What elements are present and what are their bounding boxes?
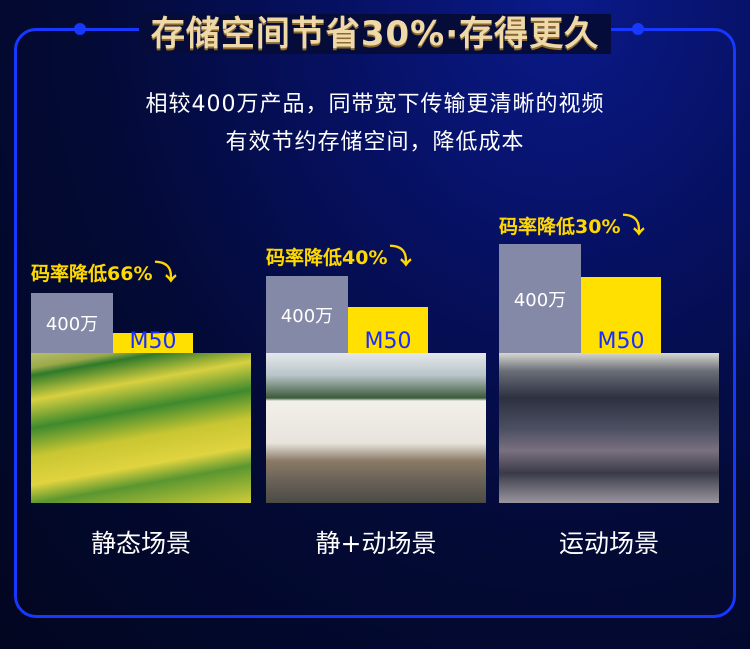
bar-m50: M50: [113, 330, 193, 353]
scene-group-static: 码率降低66%⤵ 400万 M50 静态场景: [31, 0, 251, 649]
down-arrow-icon: ⤵: [154, 261, 177, 286]
down-arrow-icon: ⤵: [622, 214, 645, 239]
title-text: 存储空间节省30%·存得更久: [138, 14, 612, 54]
bar-400w: 400万: [499, 244, 581, 353]
rate-label: 码率降低30%⤵: [499, 208, 645, 240]
scene-label: 静+动场景: [315, 529, 437, 558]
rate-label: 码率降低40%⤵: [266, 239, 412, 271]
scene-label: 静态场景: [90, 529, 191, 558]
bar-400w: 400万: [31, 293, 113, 353]
frame-dot-right: [632, 23, 644, 35]
bar-400w: 400万: [266, 276, 348, 353]
rate-text: 码率降低30%: [499, 216, 621, 238]
subtitle-line-2: 有效节约存储空间，降低成本: [225, 130, 525, 155]
house-photo: [266, 353, 486, 503]
scene-label: 运动场景: [558, 529, 659, 558]
frame-dot-left: [74, 23, 86, 35]
rate-text: 码率降低40%: [266, 247, 388, 269]
bar-m50: M50: [348, 306, 428, 353]
down-arrow-icon: ⤵: [389, 245, 412, 270]
page-title: 存储空间节省30%·存得更久: [0, 6, 750, 55]
rate-label: 码率降低66%⤵: [31, 255, 177, 287]
rate-text: 码率降低66%: [31, 263, 153, 285]
bar-m50: M50: [581, 276, 661, 353]
farmland-photo: [31, 353, 251, 503]
scene-group-mixed: 码率降低40%⤵ 400万 M50 静+动场景: [266, 0, 486, 649]
scene-group-motion: 码率降低30%⤵ 400万 M50 运动场景: [499, 0, 719, 649]
crowd-photo: [499, 353, 719, 503]
subtitle-line-1: 相较400万产品，同带宽下传输更清晰的视频: [145, 92, 605, 117]
